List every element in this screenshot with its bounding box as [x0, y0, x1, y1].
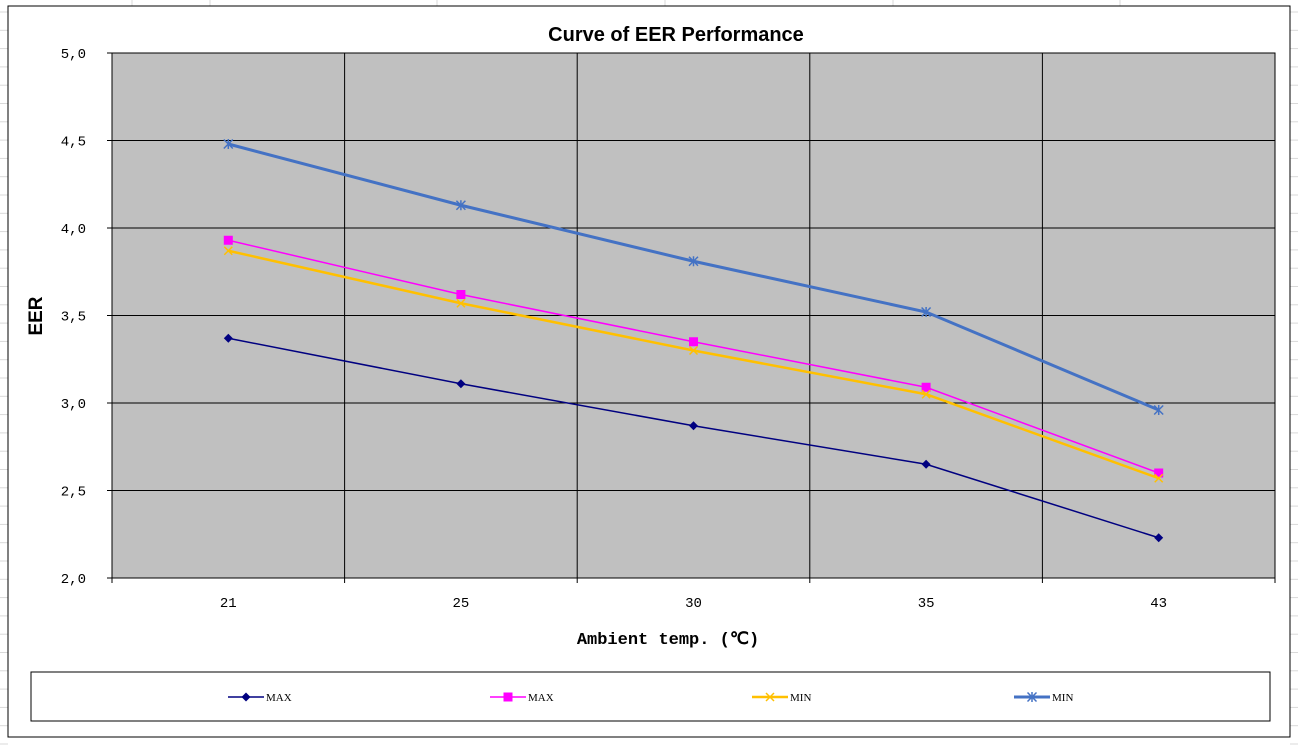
- diamond-marker: [456, 379, 466, 389]
- y-tick-label: 5,0: [61, 47, 86, 63]
- series-2-min: [223, 246, 1164, 483]
- y-tick-label: 3,5: [61, 310, 86, 326]
- legend-label: MIN: [790, 692, 811, 704]
- diamond-marker: [689, 421, 698, 431]
- legend-box: [30, 671, 1271, 722]
- chart-title: Curve of EER Performance: [548, 24, 804, 46]
- square-marker: [456, 290, 466, 299]
- star-marker: [1153, 404, 1164, 416]
- legend-entry: MIN: [1014, 691, 1073, 704]
- legend-entry: MIN: [752, 692, 811, 704]
- x-marker: [223, 246, 233, 256]
- square-marker: [223, 235, 233, 245]
- star-marker: [688, 256, 699, 267]
- series-0-max: [223, 333, 1164, 543]
- star-marker: [921, 306, 932, 318]
- x-marker: [688, 345, 699, 356]
- x-marker: [921, 389, 931, 399]
- legend-label: MAX: [528, 692, 554, 704]
- legend-label: MIN: [1052, 692, 1073, 704]
- legend-label: MAX: [266, 692, 292, 704]
- diamond-marker: [223, 333, 233, 343]
- x-axis-ticks: 21 25 30 35 43: [111, 578, 1276, 612]
- gridlines: [112, 53, 1275, 578]
- x-tick-label: 30: [685, 596, 702, 612]
- star-marker: [223, 138, 234, 150]
- legend-entry: MAX: [228, 692, 292, 704]
- star-marker: [1026, 691, 1038, 703]
- series-3-min: [223, 138, 1164, 416]
- x-tick-label: 35: [918, 596, 935, 612]
- x-tick-label: 43: [1150, 596, 1167, 612]
- x-marker: [1154, 473, 1164, 483]
- y-axis-ticks: 2,0 2,5 3,0 3,5 4,0 4,5 5,0: [61, 47, 112, 588]
- x-marker-stroke: [688, 345, 699, 356]
- y-axis-label: EER: [26, 296, 47, 335]
- star-marker: [455, 200, 466, 211]
- square-marker: [921, 382, 931, 392]
- legend-entry: MAX: [490, 692, 554, 704]
- diamond-marker: [241, 692, 251, 702]
- series-1-max: [223, 235, 1164, 478]
- square-marker: [503, 692, 513, 702]
- x-axis-label: Ambient temp. (℃): [577, 631, 759, 650]
- x-marker: [765, 692, 775, 702]
- x-marker-stroke: [1154, 473, 1164, 483]
- x-marker-stroke: [921, 389, 931, 399]
- series-layer: [223, 138, 1164, 543]
- diamond-marker: [1154, 533, 1164, 543]
- y-tick-label: 4,5: [61, 135, 86, 151]
- x-marker-stroke: [765, 692, 775, 702]
- square-marker: [689, 337, 698, 347]
- x-marker-stroke: [456, 298, 466, 308]
- x-tick-label: 25: [452, 596, 469, 612]
- square-marker: [1154, 468, 1164, 478]
- y-tick-label: 4,0: [61, 222, 86, 238]
- x-marker-stroke: [223, 246, 233, 256]
- y-tick-label: 2,5: [61, 485, 86, 501]
- legend: MAX MAX MIN MIN: [228, 691, 1073, 704]
- diamond-marker: [921, 459, 931, 469]
- y-tick-label: 2,0: [61, 572, 86, 588]
- y-tick-label: 3,0: [61, 397, 86, 413]
- x-tick-label: 21: [220, 596, 237, 612]
- x-marker: [456, 298, 466, 308]
